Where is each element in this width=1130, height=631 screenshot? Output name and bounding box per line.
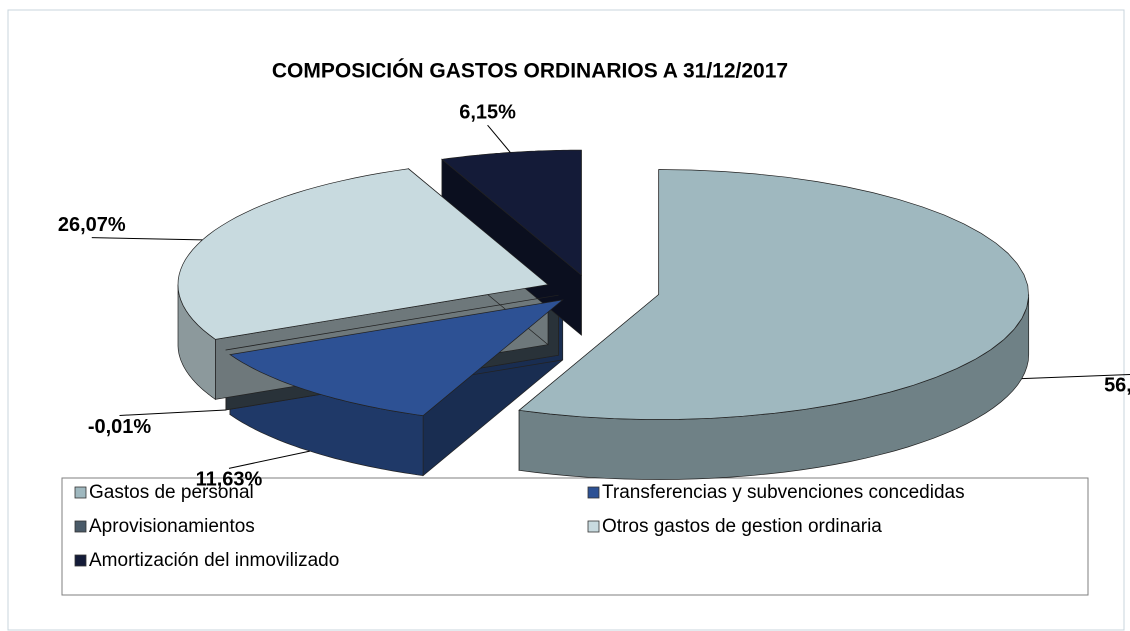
leader-line bbox=[487, 124, 511, 153]
leader-line bbox=[119, 409, 226, 416]
leader-line bbox=[91, 237, 203, 241]
leader-line bbox=[228, 450, 310, 469]
data-label: 56,15% bbox=[1104, 375, 1130, 397]
data-label: 26,07% bbox=[58, 214, 126, 236]
legend-label: Amortización del inmovilizado bbox=[89, 550, 339, 571]
legend-label: Gastos de personal bbox=[89, 482, 254, 503]
data-label: 6,15% bbox=[459, 101, 516, 123]
legend-label: Otros gastos de gestion ordinaria bbox=[602, 516, 882, 537]
legend-swatch bbox=[74, 554, 87, 567]
slice bbox=[518, 169, 1029, 420]
legend-swatch bbox=[74, 486, 87, 499]
data-label: 11,63% bbox=[196, 469, 263, 491]
legend-swatch bbox=[74, 520, 87, 533]
legend-label: Transferencias y subvenciones concedidas bbox=[602, 482, 965, 503]
legend-swatch bbox=[587, 486, 600, 499]
chart-title: COMPOSICIÓN GASTOS ORDINARIOS A 31/12/20… bbox=[272, 59, 788, 83]
legend-box bbox=[61, 477, 1089, 596]
slice bbox=[229, 299, 564, 416]
legend-label: Aprovisionamientos bbox=[89, 516, 255, 537]
slice bbox=[177, 168, 549, 340]
legend-swatch bbox=[587, 520, 600, 533]
slice bbox=[225, 294, 559, 351]
leader-line bbox=[1021, 374, 1130, 380]
data-label: -0,01% bbox=[88, 416, 152, 438]
